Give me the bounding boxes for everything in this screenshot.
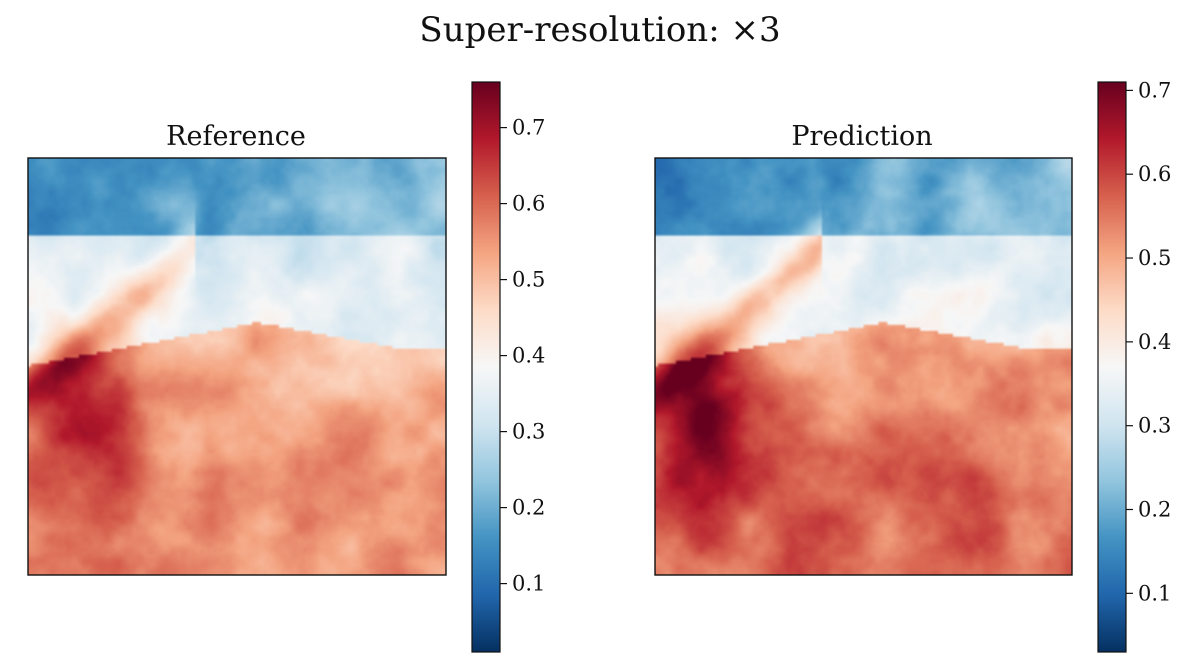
- prediction-colorbar: [1097, 81, 1127, 653]
- colorbar-tick-label: 0.7: [1138, 78, 1171, 102]
- prediction-panel: Prediction 0.1 0.2 0.3 0.4 0.5 0.6 0.7: [654, 78, 1171, 653]
- colorbar-tick-label: 0.4: [1138, 330, 1171, 354]
- panel-title-reference: Reference: [166, 121, 306, 152]
- colorbar-tick-label: 0.5: [512, 268, 545, 292]
- reference-frame: [27, 157, 447, 576]
- colorbar-tick-label: 0.3: [512, 420, 545, 444]
- prediction-colorbar-ticks: 0.1 0.2 0.3 0.4 0.5 0.6 0.7: [1126, 78, 1171, 605]
- reference-colorbar-ticks: 0.1 0.2 0.3 0.4 0.5 0.6 0.7: [500, 116, 545, 596]
- colorbar-tick-label: 0.6: [1138, 162, 1171, 186]
- prediction-heatmap: [655, 158, 1072, 575]
- colorbar-tick-label: 0.4: [512, 344, 545, 368]
- colorbar-tick-label: 0.5: [1138, 246, 1171, 270]
- colorbar-tick-label: 0.6: [512, 192, 545, 216]
- colorbar-tick-label: 0.1: [1138, 581, 1171, 605]
- reference-heatmap: [28, 158, 446, 575]
- panel-title-prediction: Prediction: [791, 121, 932, 152]
- colorbar-tick-label: 0.2: [512, 496, 545, 520]
- colorbar-tick-label: 0.1: [512, 572, 545, 596]
- colorbar-tick-label: 0.2: [1138, 498, 1171, 522]
- prediction-frame: [654, 157, 1073, 576]
- reference-panel: Reference 0.1 0.2 0.3 0.4 0.5 0.6 0.7: [27, 81, 545, 653]
- colorbar-tick-label: 0.3: [1138, 414, 1171, 438]
- figure-title: Super-resolution: ×3: [419, 10, 781, 50]
- colorbar-tick-label: 0.7: [512, 116, 545, 140]
- reference-colorbar: [471, 81, 501, 653]
